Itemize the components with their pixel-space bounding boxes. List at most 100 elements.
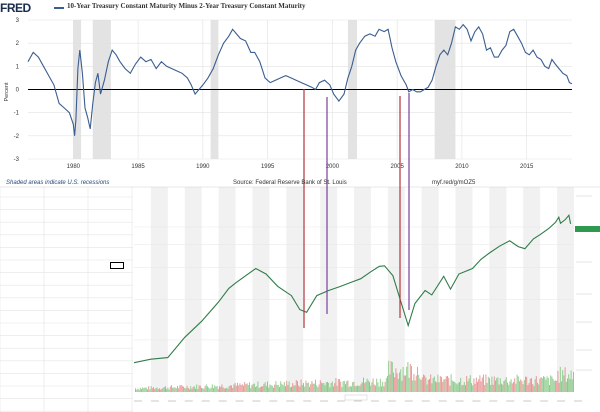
volume-bar (231, 385, 232, 392)
volume-bar (460, 377, 462, 392)
volume-bar (418, 374, 420, 392)
volume-bar (359, 385, 361, 392)
volume-bar (174, 387, 176, 392)
volume-bar (252, 383, 254, 392)
volume-bar (523, 380, 525, 392)
fred-y-axis-label: Percent (4, 82, 10, 101)
volume-bar (479, 375, 481, 392)
volume-bar (473, 378, 475, 392)
volume-bar (393, 372, 394, 392)
volume-bar (467, 381, 469, 392)
volume-bar (478, 379, 480, 392)
volume-bar (493, 376, 495, 392)
volume-bar (227, 388, 229, 392)
volume-bar (564, 367, 566, 392)
volume-bar (211, 384, 213, 392)
price-series-line (133, 213, 572, 364)
volume-bar (538, 384, 540, 392)
volume-bar (411, 366, 412, 392)
volume-bar (387, 375, 388, 392)
volume-bar (264, 382, 266, 392)
volume-bar (451, 380, 453, 392)
volume-bar (373, 384, 375, 392)
volume-bar (402, 367, 404, 392)
price-year-band (557, 187, 574, 392)
volume-bar (505, 377, 507, 392)
volume-bar (249, 382, 250, 392)
volume-bar (427, 379, 429, 392)
volume-bar (276, 384, 278, 392)
volume-bar (327, 381, 328, 392)
volume-bar (336, 385, 338, 392)
volume-bar (499, 378, 501, 392)
volume-bar (183, 386, 184, 392)
last-price-badge (575, 226, 600, 232)
volume-bar (243, 385, 244, 392)
volume-bar (535, 376, 537, 392)
volume-bar (438, 382, 440, 392)
volume-bar (268, 387, 270, 392)
volume-bar (315, 379, 316, 392)
volume-bar (309, 386, 310, 392)
volume-bar (483, 374, 484, 392)
volume-bar (238, 385, 240, 392)
chart-title: 10-Year Treasury Constant Maturity Minus… (67, 2, 306, 10)
volume-bar (178, 388, 180, 392)
volume-bar (214, 385, 216, 392)
volume-bar (565, 381, 567, 392)
volume-bar (226, 387, 228, 392)
volume-bar (376, 378, 378, 392)
fred-y-tick-label: -2 (14, 134, 20, 140)
volume-bar (192, 386, 194, 392)
volume-bar (454, 381, 456, 392)
volume-bar (419, 378, 421, 392)
volume-bar (414, 380, 416, 392)
volume-bar (455, 383, 457, 392)
volume-bar (366, 378, 368, 392)
volume-bar (436, 382, 438, 392)
volume-bar (459, 381, 460, 392)
volume-bar (144, 387, 146, 392)
volume-bar (191, 388, 193, 392)
volume-bar (202, 388, 204, 392)
volume-bar (540, 377, 542, 392)
volume-bar (167, 387, 169, 392)
volume-bar (285, 386, 286, 392)
volume-bar (340, 381, 342, 392)
volume-bar (539, 378, 541, 392)
yield-spread-line (27, 23, 573, 136)
volume-bar (221, 384, 223, 392)
volume-bar (195, 388, 196, 392)
volume-bar (255, 387, 256, 392)
price-year-band (150, 187, 168, 392)
volume-bar (395, 368, 397, 392)
volume-bar (333, 386, 334, 392)
volume-bar (341, 386, 343, 392)
volume-bar (139, 387, 141, 392)
short-url[interactable]: myf.red/g/mOZ5 (432, 180, 476, 186)
volume-bar (503, 381, 505, 392)
volume-bar (155, 388, 157, 392)
volume-bar (348, 386, 350, 392)
volume-bar (297, 381, 298, 392)
volume-bar (225, 388, 226, 392)
volume-bar (533, 385, 535, 392)
spreadsheet-grid (0, 187, 133, 412)
volume-bar (310, 384, 312, 392)
volume-bar (148, 386, 150, 392)
volume-bar (557, 370, 559, 392)
volume-bar (313, 383, 315, 392)
volume-bar (241, 384, 243, 392)
volume-bar (331, 381, 333, 392)
volume-bar (474, 383, 476, 392)
volume-bar (220, 386, 222, 392)
selected-cell-box[interactable] (110, 262, 124, 269)
volume-bar (307, 382, 309, 392)
marker-lines (303, 89, 410, 328)
volume-bar (303, 382, 304, 392)
volume-bar (261, 386, 262, 392)
volume-bar (441, 376, 442, 392)
price-year-band (455, 187, 473, 392)
volume-bar (263, 383, 265, 392)
volume-bar (205, 384, 207, 392)
